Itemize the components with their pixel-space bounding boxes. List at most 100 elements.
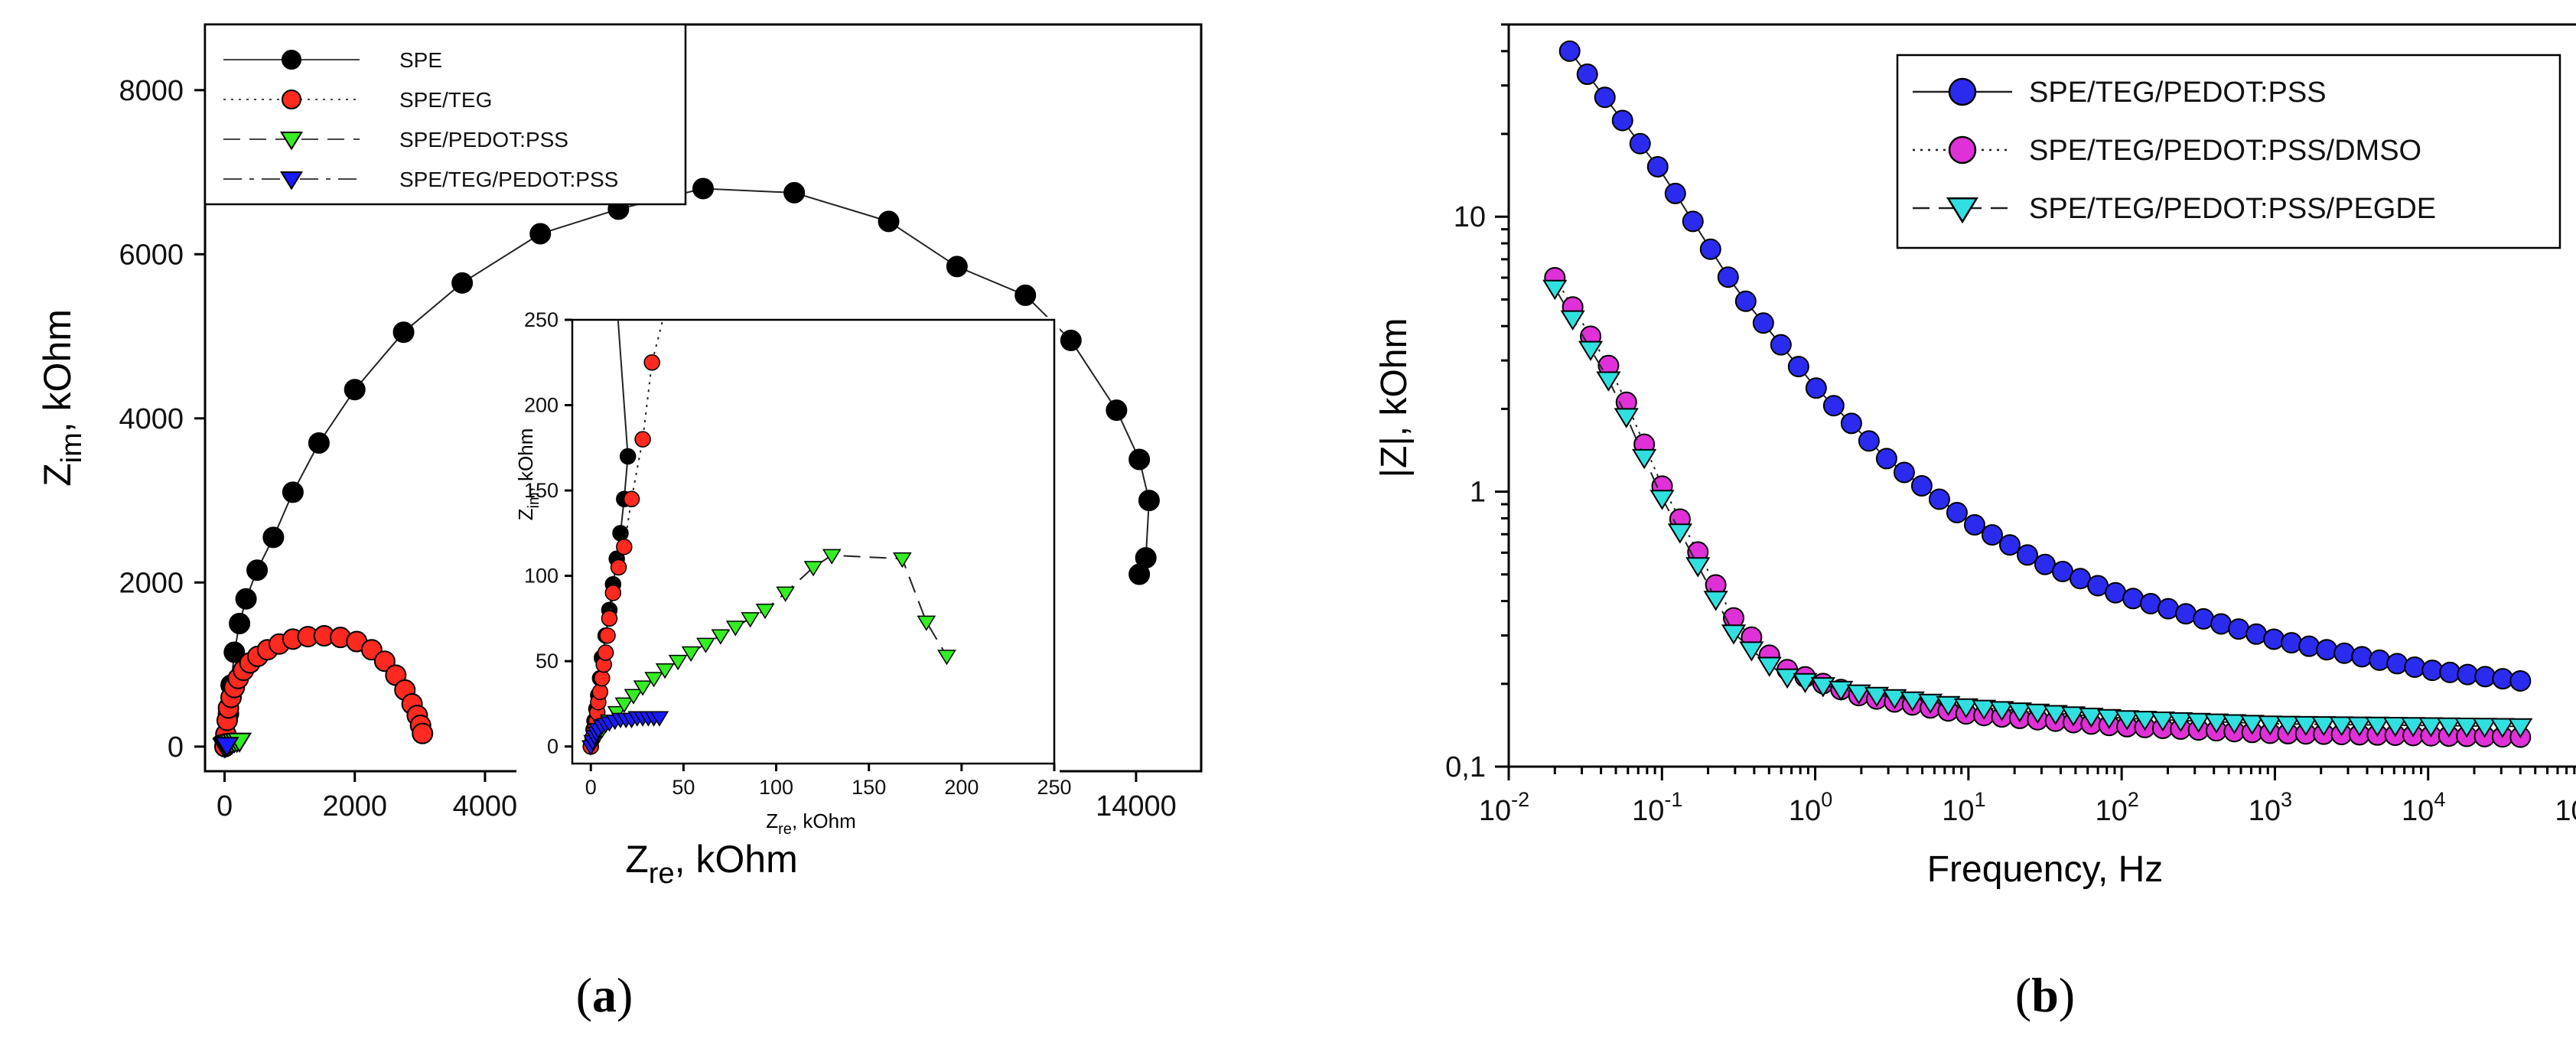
panel-b-legend-item-spe-teg-pedot-pss-dmso: SPE/TEG/PEDOT:PSS/DMSO [1913, 135, 2421, 167]
panel-b-legend-marker [1948, 77, 1977, 106]
panel-a-data-point [1060, 329, 1082, 351]
panel-b-data-point [2168, 712, 2193, 733]
panel-a-ylabel: Zim, kOhm [36, 309, 88, 487]
panel-a-data-point [229, 612, 251, 634]
panel-b-data-point [2333, 642, 2356, 664]
panel-a-legend-item-spe-pedot-pss: SPE/PEDOT:PSS [223, 128, 568, 151]
panel-a-inset-ytick-label: 200 [524, 394, 559, 417]
panel-b-data-point [1787, 356, 1809, 378]
panel-b-xtick-label: 10-1 [1632, 788, 1682, 827]
panel-b-data-point [1770, 334, 1792, 356]
panel-b-legend-label: SPE/TEG/PEDOT:PSS/DMSO [2029, 135, 2421, 167]
panel-b-data-point [2293, 715, 2318, 737]
panel-b-data-point [1953, 698, 1978, 719]
panel-b-data-point [1614, 408, 1639, 428]
panel-b-data-point [1910, 474, 1933, 497]
panel-b-legend-item-spe-teg-pedot-pss: SPE/TEG/PEDOT:PSS [1913, 77, 2327, 109]
panel-a-legend-item-spe: SPE [223, 48, 442, 72]
panel-a-inset-data-point [616, 538, 633, 555]
panel-a-inset-ytick-label: 250 [524, 308, 559, 331]
panel-a-inset-data-point [803, 561, 823, 577]
panel-b-data-point [2140, 592, 2162, 614]
panel-a: 0200040006000800010000120001400002000400… [36, 23, 1203, 1022]
panel-a-ytick-label: 2000 [119, 567, 184, 599]
panel-b-ticks: 10-2 10-1 100 101 102 103 104 105 0,1 1 10 [1445, 23, 2576, 827]
panel-b-data-point [2239, 715, 2265, 735]
panel-b-data-point [2439, 661, 2461, 683]
panel-b-ytick-label: 1 [1470, 477, 1486, 509]
panel-a-inset-data-point [917, 615, 936, 631]
panel-b-data-point [1793, 673, 1818, 694]
panel-b-data-point [1576, 64, 1598, 86]
panel-b-data-point [1752, 312, 1774, 334]
panel-b-data-point [2281, 632, 2303, 654]
panel-b-data-point [1703, 591, 1728, 611]
panel-b-data-point [2492, 668, 2514, 690]
panel-a-data-point [214, 737, 239, 757]
panel-a-inset-data-point [822, 549, 842, 565]
panel-b-data-point [2454, 718, 2480, 738]
panel-a-xtick-label: 0 [217, 790, 233, 822]
panel-b-legend-label: SPE/TEG/PEDOT:PSS [2029, 77, 2327, 109]
panel-a-data-point [308, 432, 330, 454]
panel-b-data-point [1981, 524, 2003, 546]
panel-a-inset-data-point [633, 680, 653, 696]
panel-b-data-point [2509, 669, 2532, 692]
panel-b-xtick-label: 104 [2402, 788, 2445, 827]
panel-a-inset-data-point [725, 620, 745, 637]
panel-b-data-point [2096, 708, 2122, 730]
panel-a-inset-xtick-label: 50 [672, 776, 695, 799]
panel-a-data-point [451, 272, 474, 294]
panel-b-data-point [2474, 666, 2496, 688]
panel-b-data-point [1900, 691, 1925, 712]
panel-a-ytick-label: 8000 [119, 75, 184, 107]
panel-a-series-spe [216, 178, 1160, 750]
panel-a-inset-ytick-label: 150 [524, 479, 559, 502]
panel-b-xtick-label: 101 [1942, 788, 1985, 827]
panel-b-data-point [1717, 266, 1739, 288]
panel-b-data-point [2275, 715, 2301, 736]
panel-a-inset-xtick-label: 0 [585, 776, 597, 799]
panel-b-data-point [2386, 653, 2408, 675]
panel-b-data-point [2382, 717, 2408, 738]
panel-a-inset-data-point [594, 669, 611, 687]
panel-b-legend-item-spe-teg-pedot-pss-pegde: SPE/TEG/PEDOT:PSS/PEGDE [1913, 193, 2436, 225]
panel-a-data-point [392, 321, 415, 344]
panel-a-inset-data-point [681, 646, 701, 662]
panel-a-data-point [946, 256, 968, 278]
panel-b-data-point [1846, 684, 1871, 705]
panel-b-data-point [1560, 310, 1585, 331]
panel-b-data-point [2436, 717, 2461, 738]
panel-b-data-point [2228, 618, 2250, 640]
panel-a-data-point [246, 559, 269, 581]
panel-b-data-point [2203, 713, 2229, 734]
panel-a-inset-data-point [597, 644, 614, 661]
panel-b-data-point [1721, 624, 1747, 645]
panel-a-xtick-label: 2000 [322, 790, 387, 822]
panel-b-xlabel: Frequency, Hz [1927, 849, 2164, 890]
panel-a-series [212, 178, 1160, 759]
panel-a-inset-series-spe-teg-pedot-pss [581, 711, 669, 756]
panel-a-data-point [1106, 399, 1128, 422]
panel-a-data-point [223, 641, 246, 663]
panel-a-legend-label: SPE/TEG [399, 88, 492, 112]
panel-b-data-point [1875, 448, 1897, 470]
panel-b-data-point [1864, 686, 1890, 708]
panel-a-inset-ytick-label: 50 [536, 650, 559, 673]
panel-b-data-point [1664, 182, 1686, 204]
panel-b-ytick-label: 10 [1454, 201, 1486, 233]
panel-a-inset-data-point [604, 585, 622, 601]
panel-a-inset-data-point [624, 689, 643, 705]
panel-a-inset-xtick-label: 200 [944, 776, 979, 799]
panel-a-data-point [373, 650, 396, 673]
panel-a-inset-frame [571, 318, 1056, 765]
panel-b-data-point [1596, 371, 1621, 392]
panel-b-legend-label: SPE/TEG/PEDOT:PSS/PEGDE [2029, 193, 2436, 225]
panel-b-data-point [1963, 514, 1985, 536]
panel-b-data-point [2421, 660, 2444, 682]
panel-b-data-point [1829, 680, 1854, 702]
panel-a-inset-data-point [937, 650, 956, 666]
panel-b-ytick-label: 0,1 [1445, 751, 1486, 783]
panel-a-data-point [1128, 563, 1151, 585]
panel-b-data-point [2508, 718, 2533, 739]
